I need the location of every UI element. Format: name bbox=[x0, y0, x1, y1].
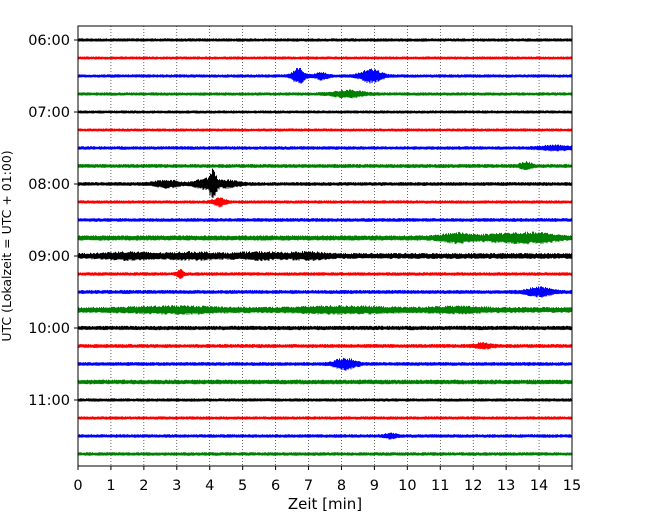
trace-line bbox=[77, 168, 573, 199]
x-tick-label: 9 bbox=[370, 478, 379, 494]
x-tick-label: 13 bbox=[497, 478, 515, 494]
trace-line bbox=[77, 110, 573, 114]
x-tick-label: 2 bbox=[139, 478, 148, 494]
trace-line bbox=[77, 38, 573, 42]
trace-line bbox=[77, 286, 573, 298]
x-tick-label: 10 bbox=[398, 478, 416, 494]
x-tick-label: 8 bbox=[337, 478, 346, 494]
x-axis-label: Zeit [min] bbox=[288, 495, 362, 513]
x-tick-label: 6 bbox=[271, 478, 280, 494]
trace-line bbox=[77, 398, 573, 402]
trace-line bbox=[77, 379, 573, 385]
plot-frame bbox=[77, 25, 573, 467]
trace-line bbox=[77, 56, 573, 60]
y-tick-label: 11:00 bbox=[28, 393, 70, 409]
trace-line bbox=[77, 416, 573, 420]
trace-line bbox=[77, 160, 573, 171]
y-tick-label: 09:00 bbox=[28, 249, 70, 265]
trace-line bbox=[77, 357, 573, 371]
x-tick-label: 11 bbox=[431, 478, 449, 494]
x-tick-label: 0 bbox=[73, 478, 82, 494]
x-tick-label: 15 bbox=[563, 478, 581, 494]
x-tick-label: 5 bbox=[238, 478, 247, 494]
trace-line bbox=[77, 218, 573, 222]
x-tick-label: 7 bbox=[304, 478, 313, 494]
x-tick-label: 12 bbox=[464, 478, 482, 494]
y-tick-label: 08:00 bbox=[28, 177, 70, 193]
trace-line bbox=[77, 89, 573, 99]
trace-line bbox=[77, 268, 573, 280]
x-tick-label: 3 bbox=[172, 478, 181, 494]
trace-line bbox=[77, 341, 573, 350]
trace-line bbox=[77, 144, 573, 152]
trace-line bbox=[77, 325, 573, 331]
x-axis-ticks: 0 1 2 3 4 5 6 7 8 9 10 11 12 13 14 15 bbox=[73, 466, 581, 494]
y-axis-label: UTC (Lokalzeit = UTC + 01:00) bbox=[0, 150, 14, 341]
trace-line bbox=[77, 305, 573, 316]
trace-line bbox=[77, 231, 573, 245]
seismic-traces bbox=[77, 38, 573, 456]
x-tick-label: 14 bbox=[530, 478, 548, 494]
trace-line bbox=[77, 250, 573, 262]
grid-lines bbox=[110, 26, 540, 466]
y-tick-label: 06:00 bbox=[28, 33, 70, 49]
y-axis-ticks: 06:00 07:00 08:00 09:00 10:00 11:00 bbox=[28, 33, 78, 409]
trace-line bbox=[77, 128, 573, 132]
x-tick-label: 4 bbox=[205, 478, 214, 494]
trace-line bbox=[77, 197, 573, 208]
y-tick-label: 07:00 bbox=[28, 105, 70, 121]
trace-line bbox=[77, 452, 573, 456]
y-tick-label: 10:00 bbox=[28, 321, 70, 337]
x-tick-label: 1 bbox=[106, 478, 115, 494]
trace-line bbox=[77, 432, 573, 440]
trace-line bbox=[77, 67, 573, 84]
